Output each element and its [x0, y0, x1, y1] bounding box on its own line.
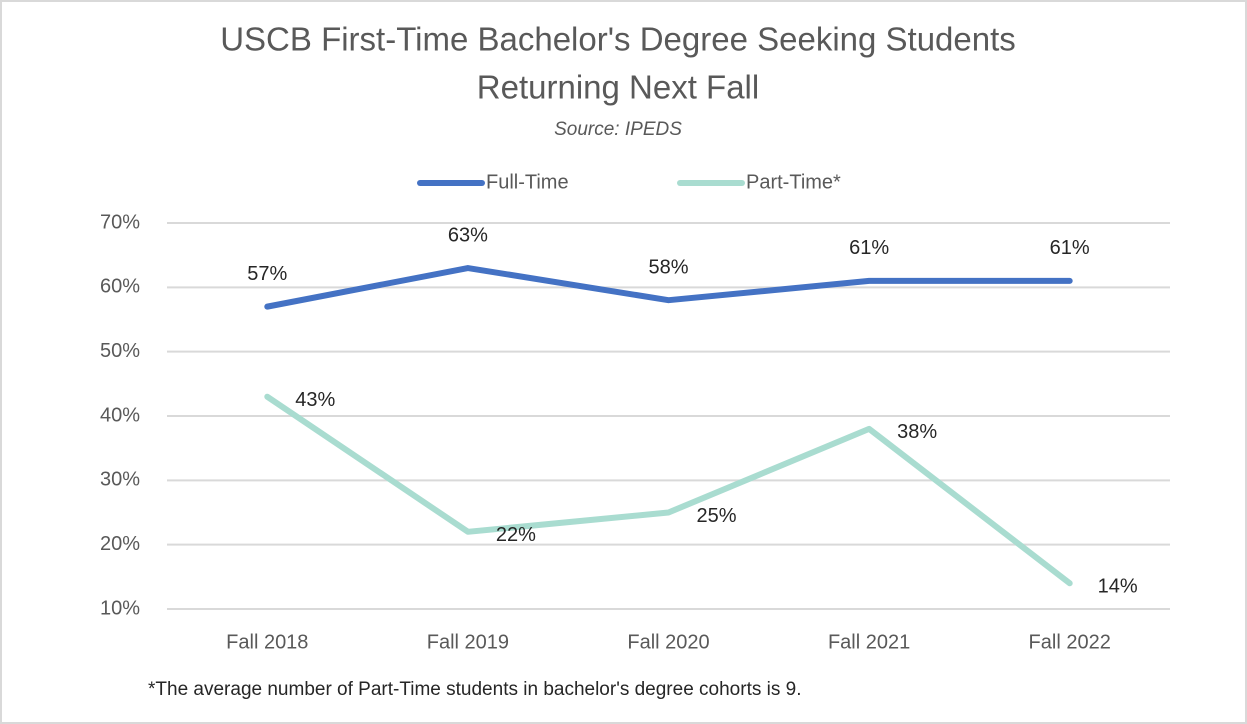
x-tick-label: Fall 2021	[828, 631, 910, 653]
x-tick-label: Fall 2019	[427, 631, 509, 653]
data-label: 14%	[1098, 576, 1138, 598]
legend-label: Part-Time*	[746, 171, 841, 193]
y-tick-label: 20%	[100, 533, 140, 555]
footnote: *The average number of Part-Time student…	[148, 679, 801, 700]
data-label: 63%	[448, 224, 488, 246]
series-line	[264, 265, 1073, 310]
data-label: 25%	[696, 505, 736, 527]
x-tick-label: Fall 2020	[627, 631, 709, 653]
chart-title: USCB First-Time Bachelor's Degree Seekin…	[220, 21, 1016, 58]
data-label: 43%	[295, 389, 335, 411]
y-tick-label: 60%	[100, 276, 140, 298]
data-label: 38%	[897, 421, 937, 443]
data-label: 61%	[849, 237, 889, 259]
x-tick-label: Fall 2018	[226, 631, 308, 653]
data-label: 61%	[1050, 237, 1090, 259]
y-tick-label: 30%	[100, 469, 140, 491]
series-line	[264, 393, 1073, 587]
data-label: 57%	[247, 263, 287, 285]
y-tick-label: 50%	[100, 340, 140, 362]
y-tick-label: 10%	[100, 597, 140, 619]
y-tick-label: 40%	[100, 404, 140, 426]
legend-label: Full-Time	[486, 171, 569, 193]
y-tick-label: 70%	[100, 211, 140, 233]
chart-title: Returning Next Fall	[477, 69, 759, 106]
data-label: 22%	[496, 524, 536, 546]
data-label: 58%	[648, 256, 688, 278]
x-tick-label: Fall 2022	[1029, 631, 1111, 653]
chart-subtitle: Source: IPEDS	[554, 119, 682, 140]
